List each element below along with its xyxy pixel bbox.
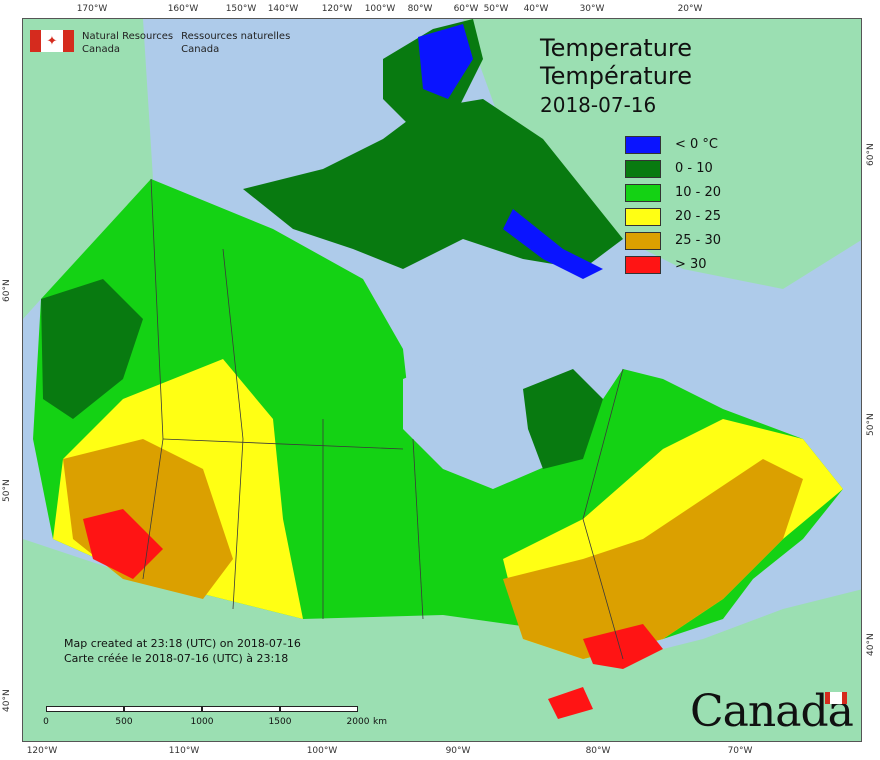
ontario-quebec-hot (503, 459, 803, 659)
legend: < 0 °C 0 - 10 10 - 20 20 - 25 25 - 30 > … (625, 134, 721, 278)
usa-landmass (23, 539, 861, 741)
legend-item: < 0 °C (625, 134, 721, 155)
legend-label: > 30 (675, 257, 707, 272)
tick-label: 60°W (453, 4, 479, 14)
tick-label: 60°N (866, 143, 876, 166)
creation-note-fr: Carte créée le 2018-07-16 (UTC) à 23:18 (64, 652, 289, 665)
windsor-red (548, 687, 593, 719)
tick-label: 110°W (168, 746, 200, 756)
scale-label: 1500 (268, 717, 292, 727)
greenland-landmass (463, 19, 861, 289)
hudson-bay (403, 359, 533, 489)
legend-label: 10 - 20 (675, 185, 722, 200)
tick-label: 70°W (727, 746, 753, 756)
legend-item: 25 - 30 (625, 230, 721, 251)
tick-label: 50°N (2, 479, 12, 502)
legend-swatch (625, 135, 661, 154)
tick-label: 40°W (523, 4, 549, 14)
legend-swatch (625, 255, 661, 274)
map-title: Temperature Température 2018-07-16 (540, 34, 692, 118)
legend-swatch (625, 231, 661, 250)
scale-segment (280, 706, 358, 712)
legend-item: > 30 (625, 254, 721, 275)
tick-label: 80°W (407, 4, 433, 14)
legend-swatch (625, 207, 661, 226)
legend-item: 10 - 20 (625, 182, 721, 203)
southern-ontario-red (583, 624, 663, 669)
legend-swatch (625, 183, 661, 202)
scale-label: 0 (43, 717, 49, 727)
quebec-north-dark (523, 369, 603, 469)
tick-label: 100°W (364, 4, 396, 14)
canada-flag-icon: ✦ (30, 30, 74, 52)
scale-label: 1000 (190, 717, 214, 727)
tick-label: 140°W (267, 4, 299, 14)
tick-label: 160°W (167, 4, 199, 14)
bc-interior-red (83, 509, 163, 579)
legend-label: 25 - 30 (675, 233, 722, 248)
alaska-landmass (23, 19, 153, 319)
scale-bar: 0 500 1000 1500 2000 km (43, 706, 387, 727)
tick-label: 50°N (866, 413, 876, 436)
temperature-map (22, 18, 862, 742)
map-canvas (23, 19, 861, 741)
tick-label: 20°W (677, 4, 703, 14)
legend-label: 0 - 10 (675, 161, 713, 176)
tick-label: 60°N (2, 279, 12, 302)
legend-label: < 0 °C (675, 137, 719, 152)
scale-segment (46, 706, 124, 712)
ice-cap-baffin (503, 209, 603, 279)
title-english: Temperature (540, 34, 693, 62)
ice-cap-north (418, 24, 473, 99)
tick-label: 50°W (483, 4, 509, 14)
scale-label: 2000 (346, 717, 370, 727)
creation-note-en: Map created at 23:18 (UTC) on 2018-07-16 (64, 637, 301, 650)
west-coast-dark (41, 279, 143, 419)
map-date: 2018-07-16 (540, 93, 657, 117)
tick-label: 120°W (321, 4, 353, 14)
creation-note: Map created at 23:18 (UTC) on 2018-07-16… (64, 636, 301, 666)
scale-label: 500 (115, 717, 133, 727)
tick-label: 100°W (306, 746, 338, 756)
scale-segment (124, 706, 202, 712)
title-french: Température (540, 62, 693, 90)
scale-segment (202, 706, 280, 712)
agency-name-en: Natural Resources Canada (82, 31, 174, 55)
tick-label: 150°W (225, 4, 257, 14)
legend-swatch (625, 159, 661, 178)
provincial-borders (142, 178, 624, 660)
legend-label: 20 - 25 (675, 209, 722, 224)
tick-label: 80°W (585, 746, 611, 756)
tick-label: 40°N (866, 633, 876, 656)
tick-label: 40°N (2, 689, 12, 712)
agency-name-fr: Ressources naturelles Canada (181, 31, 291, 55)
tick-label: 170°W (76, 4, 108, 14)
legend-item: 20 - 25 (625, 206, 721, 227)
tick-label: 120°W (26, 746, 58, 756)
agency-signature: ✦ Natural Resources Canada Ressources na… (30, 30, 290, 56)
tick-label: 90°W (445, 746, 471, 756)
wordmark-flag-icon (825, 692, 847, 704)
tick-label: 30°W (579, 4, 605, 14)
scale-unit: km (373, 717, 387, 727)
legend-item: 0 - 10 (625, 158, 721, 179)
